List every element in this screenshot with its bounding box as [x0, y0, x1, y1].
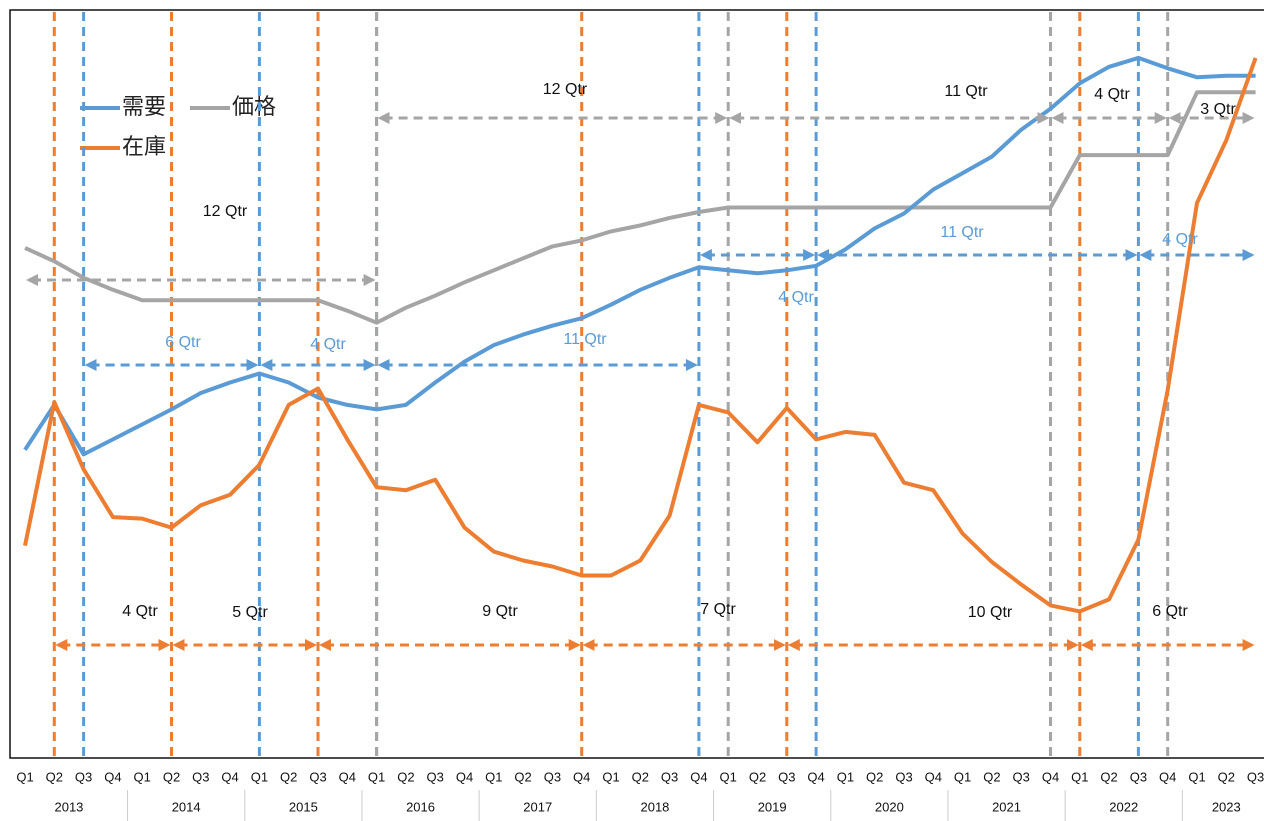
x-tick-label: Q3: [192, 769, 209, 784]
x-tick-label: Q4: [1159, 769, 1176, 784]
span-label: 6 Qtr: [1152, 603, 1188, 620]
x-tick-label: Q3: [309, 769, 326, 784]
x-tick-label: Q2: [632, 769, 649, 784]
x-tick-label: Q2: [514, 769, 531, 784]
year-label: 2017: [523, 799, 552, 814]
year-label: 2022: [1109, 799, 1138, 814]
series-line: [24, 90, 1256, 325]
year-label: 2021: [992, 799, 1021, 814]
x-tick-label: Q1: [134, 769, 151, 784]
x-tick-label: Q3: [75, 769, 92, 784]
series-line: [23, 55, 1256, 457]
x-tick-label: Q3: [661, 769, 678, 784]
x-tick-label: Q3: [895, 769, 912, 784]
span-label: 12 Qtr: [203, 203, 248, 220]
year-label: 2019: [758, 799, 787, 814]
x-tick-label: Q1: [720, 769, 737, 784]
x-tick-label: Q4: [573, 769, 590, 784]
span-label: 10 Qtr: [968, 604, 1013, 621]
span-label: 6 Qtr: [165, 334, 201, 351]
year-label: 2020: [875, 799, 904, 814]
x-tick-label: Q3: [778, 769, 795, 784]
x-tick-label: Q1: [1188, 769, 1205, 784]
x-tick-label: Q4: [221, 769, 238, 784]
span-label: 4 Qtr: [1094, 86, 1130, 103]
x-tick-label: Q2: [866, 769, 883, 784]
span-label: 11 Qtr: [563, 331, 607, 348]
x-tick-label: Q3: [1013, 769, 1030, 784]
x-tick-label: Q1: [368, 769, 385, 784]
span-label: 11 Qtr: [944, 83, 988, 100]
x-tick-label: Q1: [16, 769, 33, 784]
x-tick-label: Q1: [485, 769, 502, 784]
x-tick-label: Q1: [1071, 769, 1088, 784]
span-label: 4 Qtr: [1162, 231, 1198, 248]
x-tick-label: Q1: [251, 769, 268, 784]
legend-label: 価格: [232, 95, 276, 120]
x-tick-label: Q2: [163, 769, 180, 784]
x-tick-label: Q4: [925, 769, 942, 784]
x-tick-label: Q4: [456, 769, 473, 784]
year-label: 2014: [172, 799, 201, 814]
x-tick-label: Q2: [1100, 769, 1117, 784]
span-label: 11 Qtr: [940, 224, 984, 241]
legend-label: 在庫: [122, 135, 166, 160]
span-label: 5 Qtr: [232, 604, 268, 621]
x-tick-label: Q2: [983, 769, 1000, 784]
span-label: 3 Qtr: [1200, 101, 1236, 118]
x-tick-label: Q4: [1042, 769, 1059, 784]
x-tick-label: Q2: [46, 769, 63, 784]
x-tick-label: Q3: [1247, 769, 1264, 784]
year-label: 2013: [54, 799, 83, 814]
span-label: 12 Qtr: [543, 81, 588, 98]
x-tick-label: Q3: [544, 769, 561, 784]
x-tick-label: Q1: [602, 769, 619, 784]
x-tick-label: Q1: [954, 769, 971, 784]
x-tick-label: Q4: [104, 769, 121, 784]
year-label: 2018: [640, 799, 669, 814]
plot-frame: [9, 9, 1264, 759]
x-tick-label: Q4: [690, 769, 707, 784]
x-tick-label: Q4: [807, 769, 824, 784]
x-tick-label: Q2: [280, 769, 297, 784]
x-tick-label: Q3: [1130, 769, 1147, 784]
span-label: 9 Qtr: [482, 603, 518, 620]
span-label: 7 Qtr: [700, 601, 736, 618]
span-label: 4 Qtr: [122, 603, 158, 620]
span-label: 4 Qtr: [310, 336, 346, 353]
year-label: 2023: [1212, 799, 1241, 814]
year-label: 2015: [289, 799, 318, 814]
x-tick-label: Q2: [1218, 769, 1235, 784]
year-label: 2016: [406, 799, 435, 814]
span-label: 4 Qtr: [778, 289, 814, 306]
x-tick-label: Q2: [749, 769, 766, 784]
legend-label: 需要: [122, 95, 166, 120]
x-tick-label: Q4: [339, 769, 356, 784]
series-line: [23, 57, 1258, 614]
x-tick-label: Q1: [837, 769, 854, 784]
x-tick-label: Q2: [397, 769, 414, 784]
x-tick-label: Q3: [427, 769, 444, 784]
